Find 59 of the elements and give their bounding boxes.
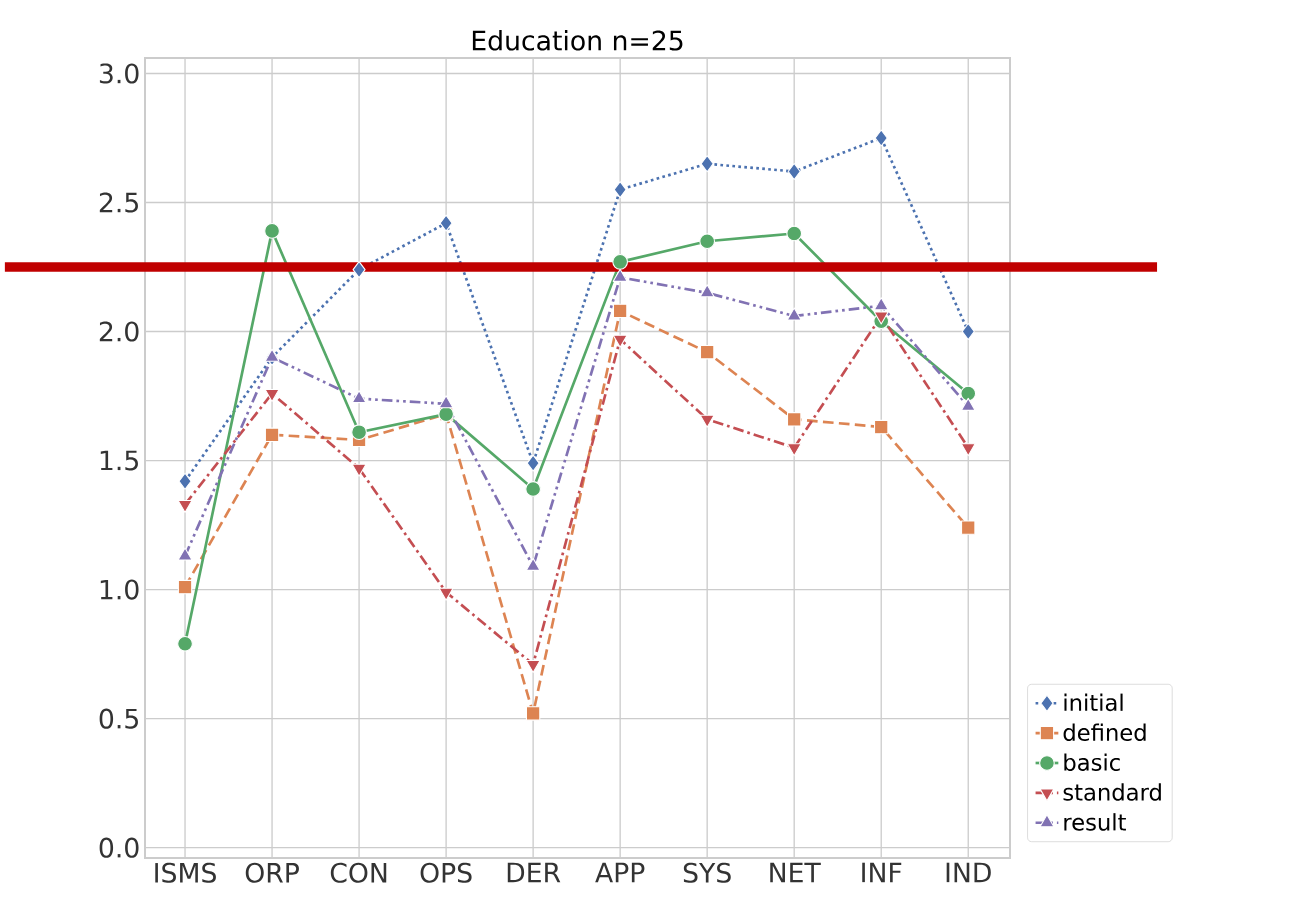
legend-label: defined — [1063, 723, 1146, 742]
y-tick-label: 3.0 — [99, 63, 139, 84]
point — [699, 344, 715, 360]
point — [264, 223, 280, 239]
point — [961, 323, 975, 341]
point — [612, 303, 628, 319]
x-tick-label: APP — [595, 862, 645, 883]
point — [612, 253, 629, 270]
x-tick-label: INF — [862, 862, 902, 883]
legend-label: standard — [1063, 783, 1161, 801]
x-tick-label: NET — [770, 862, 821, 883]
point — [264, 388, 280, 403]
point — [525, 659, 541, 673]
point — [351, 463, 367, 477]
y-tick-label: 1.0 — [100, 579, 139, 600]
point — [351, 424, 367, 441]
y-tick-label: 0.5 — [99, 708, 138, 729]
point — [438, 587, 454, 601]
point — [873, 311, 889, 325]
point — [700, 155, 714, 173]
y-tick-label: 1.5 — [100, 450, 138, 471]
point — [177, 635, 193, 652]
point — [613, 181, 627, 199]
legend-label: initial — [1064, 693, 1123, 712]
x-tick-label: ORP — [245, 862, 299, 883]
chart-title: Education n=25 — [472, 29, 683, 51]
point — [786, 412, 802, 427]
point — [699, 233, 716, 250]
point — [351, 390, 367, 404]
x-tick-label: SYS — [683, 862, 731, 883]
point — [612, 334, 628, 348]
point — [786, 225, 803, 242]
point — [177, 579, 193, 595]
point — [352, 261, 366, 279]
x-tick-label: DER — [507, 862, 561, 883]
point — [874, 419, 889, 435]
point — [439, 214, 453, 232]
x-tick-label: ISMS — [155, 862, 216, 883]
point — [264, 427, 280, 442]
point — [525, 706, 541, 721]
point — [874, 129, 888, 147]
point — [526, 454, 540, 472]
point — [177, 499, 193, 513]
point — [873, 297, 889, 311]
point — [699, 284, 715, 298]
legend-label: result — [1064, 813, 1126, 831]
x-tick-label: IND — [946, 862, 991, 883]
y-tick-label: 2.0 — [99, 321, 139, 342]
legend-label: basic — [1064, 753, 1120, 771]
y-tick-label: 2.5 — [99, 192, 138, 213]
point — [178, 472, 192, 490]
y-tick-label: 0.0 — [99, 837, 139, 858]
x-tick-label: OPS — [420, 862, 472, 883]
point — [960, 385, 977, 402]
x-tick-label: CON — [330, 862, 387, 883]
point — [787, 163, 801, 181]
point — [525, 481, 541, 497]
point — [699, 414, 715, 428]
point — [961, 520, 976, 535]
